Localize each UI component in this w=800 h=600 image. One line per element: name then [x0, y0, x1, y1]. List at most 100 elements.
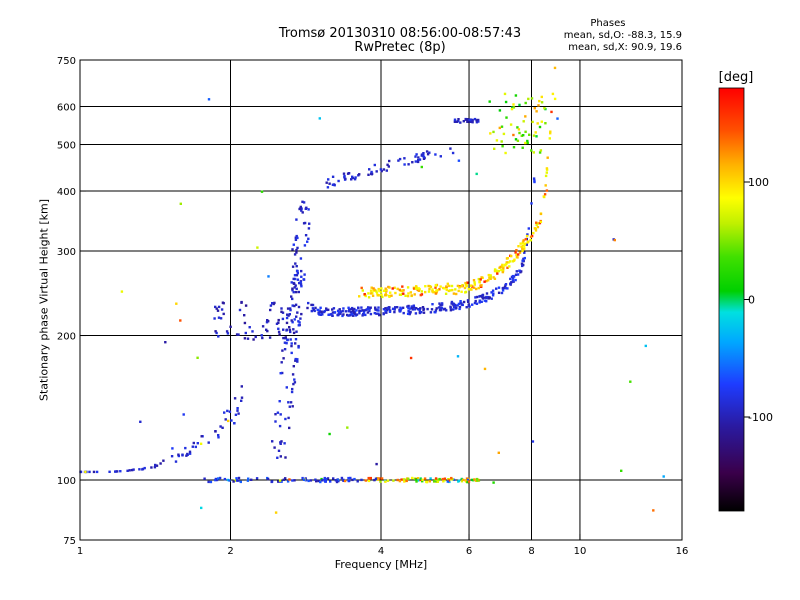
echo-point: [256, 246, 259, 249]
echo-point: [458, 307, 461, 311]
echo-point: [375, 290, 378, 293]
echo-point: [301, 200, 304, 203]
echo-point: [376, 294, 379, 297]
echo-point: [532, 151, 535, 154]
echo-point: [422, 152, 425, 155]
echo-point: [549, 130, 552, 133]
echo-point: [294, 303, 298, 306]
echo-point: [431, 288, 434, 291]
echo-point: [421, 480, 424, 483]
echo-point: [479, 294, 482, 298]
echo-point: [399, 293, 402, 296]
echo-point: [337, 179, 340, 183]
echo-point: [466, 478, 470, 482]
echo-point: [377, 478, 380, 481]
echo-point: [277, 318, 280, 322]
echo-point: [295, 218, 298, 221]
echo-point: [538, 99, 541, 103]
echo-point: [291, 479, 294, 482]
echo-point: [384, 480, 387, 483]
echo-point: [450, 284, 454, 288]
echo-point: [418, 478, 421, 482]
echo-point: [413, 308, 416, 311]
echo-points: [79, 66, 665, 514]
echo-point: [285, 321, 289, 325]
echo-point: [287, 416, 290, 420]
echo-point: [255, 477, 259, 480]
echo-point: [629, 380, 632, 383]
echo-point: [274, 420, 277, 423]
echo-point: [501, 263, 504, 267]
echo-point: [410, 307, 414, 310]
echo-point: [355, 313, 359, 316]
echo-point: [468, 288, 471, 291]
echo-point: [429, 285, 433, 289]
echo-point: [359, 309, 362, 312]
echo-point: [466, 480, 469, 484]
echo-point: [514, 251, 517, 254]
echo-point: [373, 163, 376, 167]
echo-point: [509, 277, 512, 281]
echo-point: [374, 477, 378, 480]
echo-point: [369, 292, 373, 295]
echo-point: [422, 311, 426, 314]
echo-point: [493, 268, 497, 271]
echo-point: [352, 314, 355, 317]
echo-point: [291, 248, 294, 251]
echo-point: [409, 291, 412, 294]
echo-point: [342, 479, 345, 482]
echo-point: [400, 307, 403, 310]
echo-point: [280, 361, 283, 364]
echo-point: [297, 305, 301, 309]
echo-point: [382, 312, 385, 315]
echo-point: [450, 476, 453, 480]
echo-point: [652, 509, 655, 512]
echo-point: [386, 306, 390, 310]
echo-point: [260, 190, 264, 193]
echo-point: [284, 336, 287, 339]
echo-point: [316, 308, 319, 312]
echo-point: [229, 325, 232, 328]
echo-point: [434, 286, 437, 289]
echo-point: [311, 303, 315, 307]
echo-point: [434, 284, 438, 287]
echo-point: [533, 227, 537, 230]
echo-point: [412, 305, 416, 309]
echo-point: [233, 397, 237, 400]
echo-point: [352, 309, 355, 313]
echo-point: [188, 450, 192, 453]
echo-point: [311, 307, 315, 310]
echo-point: [291, 289, 294, 292]
echo-point: [285, 329, 288, 332]
echo-point: [408, 307, 412, 310]
echo-point: [289, 330, 292, 334]
echo-point: [240, 396, 244, 399]
echo-point: [214, 430, 217, 433]
echo-point: [493, 277, 497, 280]
echo-point: [318, 309, 321, 312]
echo-point: [261, 336, 264, 340]
echo-point: [290, 351, 293, 355]
echo-point: [175, 302, 178, 305]
echo-point: [356, 480, 359, 483]
echo-point: [444, 292, 448, 295]
echo-point: [496, 272, 499, 275]
echo-point: [485, 292, 489, 295]
echo-point: [426, 307, 429, 311]
echo-point: [521, 259, 524, 262]
echo-point: [277, 449, 281, 452]
echo-point: [370, 286, 373, 289]
echo-point: [508, 265, 511, 268]
echo-point: [406, 312, 410, 315]
echo-point: [293, 318, 296, 321]
echo-point: [550, 110, 553, 114]
echo-point: [277, 330, 281, 334]
echo-point: [431, 303, 434, 306]
y-axis-ticks: 75 100 200 300 400 500 600 750: [57, 56, 86, 547]
echo-point: [378, 313, 381, 317]
echo-point: [436, 480, 439, 483]
echo-point: [323, 476, 326, 480]
echo-point: [398, 310, 402, 313]
echo-point: [250, 478, 253, 481]
echo-point: [282, 357, 285, 360]
